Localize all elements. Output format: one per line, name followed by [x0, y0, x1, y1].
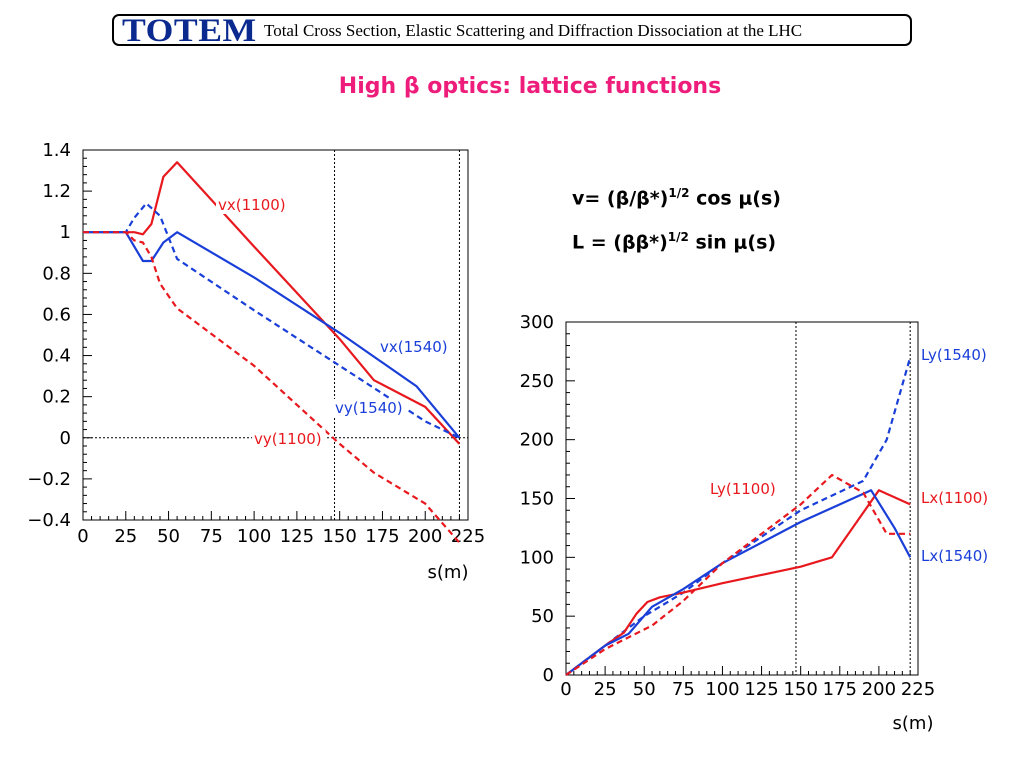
- series-label-bg: [252, 430, 326, 448]
- series-label: vy(1540): [335, 399, 403, 417]
- series-label-bg: [378, 338, 452, 356]
- series-label: Lx(1540): [921, 547, 988, 565]
- series-label: vx(1540): [380, 338, 448, 356]
- series-line-vy1100: [83, 231, 461, 544]
- formula-l-rhs: sin μ(s): [688, 231, 777, 254]
- y-tick-label: 1: [60, 222, 71, 243]
- y-tick-label: 50: [531, 606, 554, 627]
- formula-v-exponent: 1/2: [668, 186, 690, 200]
- x-tick-label: 225: [901, 679, 935, 700]
- y-tick-label: 300: [520, 312, 554, 333]
- x-tick-label: 175: [365, 526, 399, 547]
- series-line-vx1540: [83, 231, 461, 439]
- y-tick-label: 0.4: [42, 346, 71, 367]
- x-tick-label: 100: [237, 526, 271, 547]
- series-line-ly1540: [565, 356, 912, 676]
- x-tick-label: 225: [451, 526, 485, 547]
- y-tick-label: 1.2: [42, 181, 71, 202]
- series-label: Lx(1100): [921, 489, 988, 507]
- x-tick-label: 75: [672, 679, 695, 700]
- x-tick-label: 200: [408, 526, 442, 547]
- series-label-bg: [216, 196, 290, 214]
- x-tick-label: 25: [594, 679, 617, 700]
- y-tick-label: 1.4: [42, 140, 71, 161]
- series-label: vy(1100): [254, 430, 322, 448]
- x-tick-label: 75: [200, 526, 223, 547]
- x-tick-label: 175: [823, 679, 857, 700]
- series-label: vx(1100): [218, 196, 286, 214]
- x-tick-label: 50: [633, 679, 656, 700]
- x-tick-label: 50: [157, 526, 180, 547]
- formula-v-rhs: cos μ(s): [689, 187, 781, 210]
- y-tick-label: 0: [543, 665, 554, 686]
- series-line-lx1100: [565, 489, 911, 676]
- formula-l-lhs: L = (ββ*): [572, 231, 668, 254]
- series-label-bg: [708, 480, 782, 498]
- y-tick-label: 0.8: [42, 263, 71, 284]
- x-axis-label: s(m): [893, 713, 934, 734]
- x-tick-label: 100: [705, 679, 739, 700]
- series-line-vy1540: [83, 202, 460, 439]
- series-label-bg: [333, 399, 407, 417]
- header-subtitle: Total Cross Section, Elastic Scattering …: [264, 21, 803, 40]
- series-label-bg: [919, 489, 993, 507]
- y-tick-label: 100: [520, 547, 554, 568]
- formula-l: L = (ββ*)1/2 sin μ(s): [572, 230, 776, 253]
- x-tick-label: 0: [77, 526, 88, 547]
- formula-v-lhs: v= (β/β*): [572, 187, 669, 210]
- plot-frame: [82, 149, 469, 521]
- totem-logo: TOTEM: [122, 13, 257, 49]
- y-tick-label: 0.2: [42, 387, 71, 408]
- x-tick-label: 25: [114, 526, 137, 547]
- y-tick-label: 150: [520, 489, 554, 510]
- x-tick-label: 125: [280, 526, 314, 547]
- series-label-bg: [919, 346, 993, 364]
- y-tick-label: 0.6: [42, 304, 71, 325]
- series-line-ly1100: [565, 473, 911, 676]
- x-tick-label: 0: [560, 679, 571, 700]
- plot-frame: [565, 321, 919, 676]
- chart-2: 0 25 50 75 100 125 150 175 200 225050100150200250…: [520, 312, 993, 734]
- y-tick-label: 200: [520, 430, 554, 451]
- formula-l-exponent: 1/2: [667, 230, 689, 244]
- x-tick-label: 125: [744, 679, 778, 700]
- x-axis-label: s(m): [428, 562, 469, 583]
- formula-v: v= (β/β*)1/2 cos μ(s): [572, 186, 781, 209]
- series-line-vx1100: [83, 161, 461, 445]
- series-label: Ly(1540): [921, 346, 987, 364]
- x-tick-label: 150: [322, 526, 356, 547]
- x-tick-label: 200: [862, 679, 896, 700]
- x-tick-label: 150: [783, 679, 817, 700]
- chart-1: 0 25 50 75 100 125 150 175 200 225 −0.4 −0.2 0 0.2 0.4…: [27, 140, 485, 583]
- y-tick-label: −0.4: [27, 510, 71, 531]
- series-label-bg: [919, 547, 993, 565]
- series-line-lx1540: [565, 489, 912, 676]
- series-label: Ly(1100): [710, 480, 776, 498]
- header-banner: TOTEM Total Cross Section, Elastic Scatt…: [112, 13, 912, 49]
- y-tick-label: −0.2: [27, 469, 71, 490]
- y-tick-label: 0: [60, 428, 71, 449]
- y-tick-label: 250: [520, 371, 554, 392]
- page-title: High β optics: lattice functions: [338, 74, 722, 99]
